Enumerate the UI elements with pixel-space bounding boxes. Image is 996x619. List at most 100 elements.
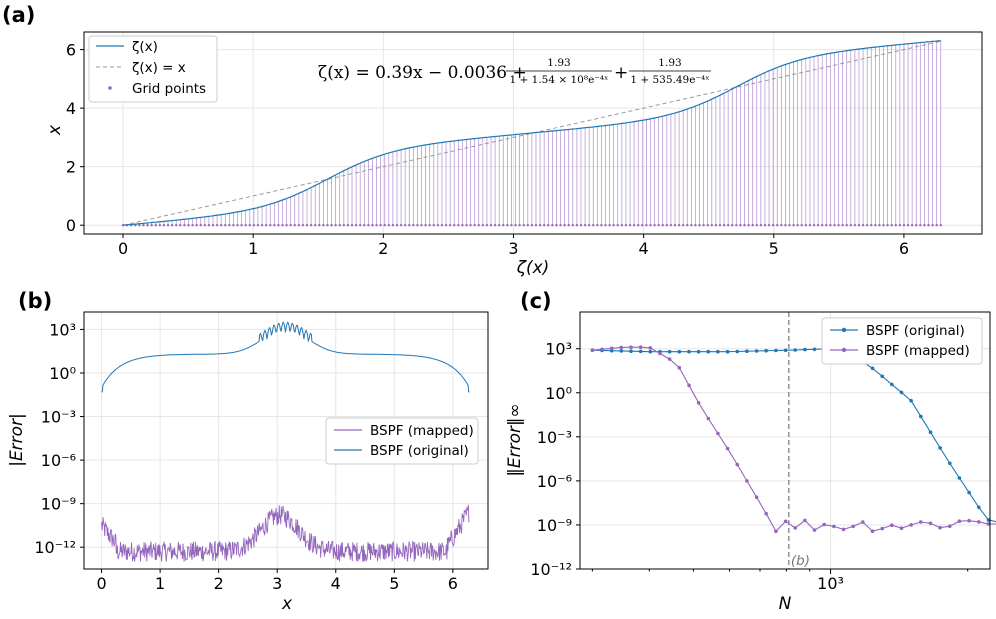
grid-point [890, 224, 893, 227]
series-point-c-1 [803, 518, 807, 523]
grid-point [309, 224, 313, 227]
xtick-b-2: 2 [214, 574, 224, 593]
grid-point [522, 224, 525, 227]
grid-point [232, 224, 235, 227]
grid-point [690, 224, 693, 227]
grid-point [330, 224, 333, 227]
grid-point [138, 224, 141, 227]
grid-point [526, 224, 530, 227]
series-point-c-1 [648, 346, 653, 350]
ytick-a-0: 0 [66, 216, 76, 235]
series-point-c-0 [899, 390, 904, 395]
formula: ζ(x) = 0.39x − 0.0036 + 1.93 1 + 1.54 × … [318, 57, 711, 86]
series-point-c-0 [677, 349, 682, 354]
grid-point [236, 224, 239, 227]
grid-point [416, 224, 419, 227]
legend-entry-mapped-c: BSPF (mapped) [866, 343, 970, 359]
grid-point [759, 224, 763, 227]
grid-point [187, 224, 190, 227]
formula-main: ζ(x) = 0.39x − 0.0036 + [318, 63, 527, 83]
grid-point [322, 224, 325, 227]
series-point-c-0 [754, 349, 759, 353]
grid-point [935, 224, 938, 227]
grid-point [861, 224, 865, 227]
grid-point [796, 224, 799, 227]
grid-point [297, 224, 301, 227]
grid-point [514, 224, 517, 227]
grid-point [305, 224, 309, 227]
grid-point [436, 224, 440, 227]
grid-point [428, 224, 431, 227]
grid-point [931, 224, 934, 227]
grid-point [902, 224, 906, 227]
grid-point [170, 224, 174, 227]
grid-point [808, 224, 812, 227]
legend-swatch-grid [108, 86, 112, 90]
grid-point [395, 224, 399, 227]
series-point-c-1 [938, 525, 942, 530]
grid-point [587, 224, 591, 227]
series-point-c-0 [919, 414, 923, 419]
series-point-c-0 [870, 366, 875, 371]
series-point-c-1 [735, 462, 740, 467]
ytick-c-2: 10⁻³ [537, 428, 572, 447]
grid-point [645, 224, 648, 227]
grid-point [751, 224, 754, 227]
grid-point [207, 224, 211, 227]
grid-point [910, 224, 914, 227]
ylabel-c: ‖Error‖∞ [505, 403, 525, 476]
grid-point [408, 224, 411, 227]
series-point-c-1 [861, 520, 865, 524]
series-point-c-0 [774, 348, 778, 353]
grid-point [191, 224, 194, 227]
grid-point [624, 224, 628, 227]
ytick-c-0: 10³ [545, 340, 572, 359]
series-point-c-0 [764, 348, 768, 353]
legend-entry-original-b: BSPF (original) [370, 443, 469, 459]
grid-point [342, 224, 346, 227]
grid-point [510, 224, 513, 227]
xtick-a-0: 0 [118, 239, 128, 258]
grid-point [571, 224, 574, 227]
grid-point [763, 224, 767, 227]
series-point-c-0 [745, 349, 749, 354]
series-point-c-0 [977, 505, 981, 510]
series-point-c-1 [716, 431, 720, 436]
series-point-c-0 [629, 349, 633, 354]
xtick-a-3: 3 [508, 239, 518, 258]
xlabel-b: x [281, 594, 293, 614]
grid-point [559, 224, 562, 227]
grid-point [281, 224, 284, 227]
grid-point [771, 224, 775, 227]
legend-entry-original-c: BSPF (original) [866, 323, 965, 339]
xtick-a-1: 1 [248, 239, 258, 258]
grid-point [547, 224, 550, 227]
grid-point [653, 224, 656, 227]
formula-frac2-den: 1 + 535.49e⁻⁴ˣ [630, 74, 709, 86]
grid-point [767, 224, 771, 227]
grid-point [195, 224, 198, 227]
grid-point [743, 224, 746, 227]
grid-point [673, 224, 677, 227]
series-point-c-0 [890, 382, 894, 387]
xtick-b-0: 0 [96, 574, 106, 593]
grid-point [837, 224, 840, 227]
series-point-c-1 [609, 346, 614, 351]
grid-point [665, 224, 669, 227]
grid-point [387, 224, 391, 227]
grid-point [739, 224, 742, 227]
series-point-c-1 [928, 521, 933, 526]
series-point-c-1 [658, 351, 662, 356]
series-point-c-1 [832, 524, 836, 529]
zeta-curve [122, 40, 941, 226]
grid-point [542, 224, 546, 227]
grid-point [649, 224, 652, 227]
grid-point [269, 224, 272, 227]
series-point-c-1 [706, 416, 711, 421]
series-point-c-1 [687, 383, 691, 388]
grid-point [612, 224, 615, 227]
grid-point [424, 224, 427, 227]
grid-point [174, 224, 178, 227]
legend-b: BSPF (mapped) BSPF (original) [325, 417, 479, 465]
